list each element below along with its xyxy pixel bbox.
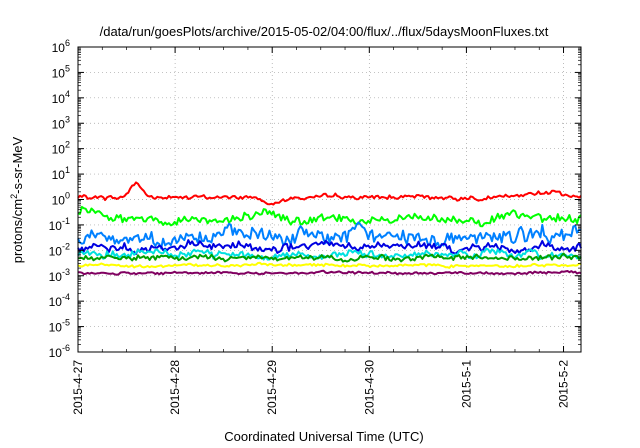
- series-line: [77, 239, 582, 255]
- y-tick-label-base: 10: [52, 117, 66, 131]
- y-tick-label-exp: 3: [65, 114, 70, 124]
- y-axis-label-rest: -s-sr-MeV: [10, 136, 25, 193]
- chart-title: /data/run/goesPlots/archive/2015-05-02/0…: [100, 24, 549, 39]
- y-tick-label-exp: 0: [65, 191, 70, 201]
- x-tick-label: 2015-4-27: [71, 360, 85, 415]
- y-tick-label-exp: 5: [65, 63, 70, 73]
- y-tick-label-base: 10: [49, 219, 63, 233]
- y-tick-label-base: 10: [52, 66, 66, 80]
- y-tick-label-base: 10: [49, 295, 63, 309]
- y-tick-label-exp: -3: [62, 267, 70, 277]
- y-tick-label-exp: -2: [62, 241, 70, 251]
- y-tick-label: 103: [52, 114, 70, 131]
- y-tick-label: 100: [52, 191, 70, 208]
- y-tick-label: 10-6: [49, 343, 70, 360]
- series-line: [77, 205, 582, 228]
- y-tick-label: 105: [52, 63, 70, 80]
- y-tick-label-base: 10: [49, 270, 63, 284]
- plot-area: 10-610-510-410-310-210-11001011021031041…: [49, 38, 582, 415]
- x-tick-label: 2015-4-30: [362, 360, 376, 415]
- y-tick-label-exp: -6: [62, 343, 70, 353]
- grid-lines: [78, 47, 581, 352]
- y-tick-label: 10-2: [49, 241, 70, 258]
- y-tick-label-base: 10: [49, 321, 63, 335]
- y-tick-label-base: 10: [52, 143, 66, 157]
- y-tick-label-exp: 4: [65, 89, 70, 99]
- y-tick-label: 10-1: [49, 216, 70, 233]
- y-tick-label-exp: 6: [65, 38, 70, 48]
- y-axis-ticks: 10-610-510-410-310-210-11001011021031041…: [49, 38, 581, 360]
- x-axis-ticks: 2015-4-27 2015-4-28 2015-4-29 2015-4-30 2015…: [71, 47, 571, 415]
- series-line: [77, 221, 582, 250]
- y-tick-label: 10-3: [49, 267, 70, 284]
- y-tick-label: 104: [52, 89, 70, 106]
- series-line: [77, 269, 582, 276]
- y-tick-label-exp: 1: [65, 165, 70, 175]
- y-tick-label: 102: [52, 140, 70, 157]
- series-line: [77, 261, 582, 269]
- y-tick-label-exp: -5: [62, 318, 70, 328]
- y-tick-label-base: 10: [49, 244, 63, 258]
- y-tick-label: 106: [52, 38, 70, 55]
- y-tick-label-base: 10: [52, 41, 66, 55]
- y-tick-label: 10-4: [49, 292, 70, 309]
- y-axis-label: protons/cm2-s-sr-MeV: [9, 136, 25, 263]
- y-tick-label-base: 10: [52, 194, 66, 208]
- plot-frame: [77, 46, 582, 353]
- x-tick-label: 2015-4-29: [265, 360, 279, 415]
- y-tick-label: 101: [52, 165, 70, 182]
- series-line: [77, 181, 582, 206]
- series-line: [77, 252, 582, 263]
- y-tick-label: 10-5: [49, 318, 70, 335]
- x-axis-label: Coordinated Universal Time (UTC): [224, 429, 423, 444]
- y-axis-label-base: protons/cm: [10, 199, 25, 263]
- x-tick-label: 2015-5-2: [557, 360, 571, 408]
- y-tick-label-exp: -1: [62, 216, 70, 226]
- data-series: [77, 181, 582, 276]
- y-tick-label-base: 10: [52, 92, 66, 106]
- y-tick-label-exp: -4: [62, 292, 70, 302]
- y-tick-label-base: 10: [52, 168, 66, 182]
- x-tick-label: 2015-4-28: [168, 360, 182, 415]
- x-tick-label: 2015-5-1: [459, 360, 473, 408]
- y-tick-label-base: 10: [49, 346, 63, 360]
- y-tick-label-exp: 2: [65, 140, 70, 150]
- y-axis-label-sup: 2: [9, 194, 19, 199]
